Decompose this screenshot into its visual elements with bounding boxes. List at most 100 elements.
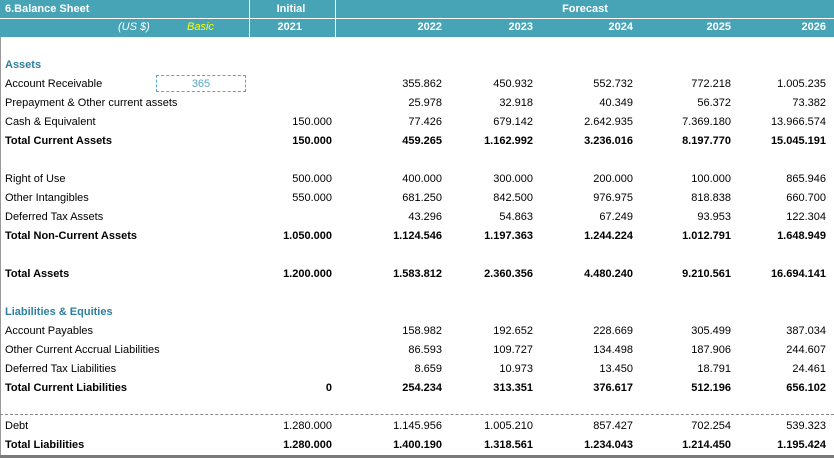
sheet-title: 6.Balance Sheet [5, 3, 90, 15]
value-cell[interactable]: 656.102 [786, 382, 826, 394]
value-cell[interactable]: 1.162.992 [484, 135, 533, 147]
value-cell[interactable]: 158.982 [402, 325, 442, 337]
value-cell[interactable]: 857.427 [593, 420, 633, 432]
value-cell[interactable]: 43.296 [408, 211, 442, 223]
assets-section-title: Assets [5, 59, 42, 71]
value-cell[interactable]: 109.727 [493, 344, 533, 356]
value-cell[interactable]: 818.838 [691, 192, 731, 204]
value-cell[interactable]: 86.593 [408, 344, 442, 356]
value-cell[interactable]: 1.214.450 [682, 439, 731, 451]
table-row-dtl: Deferred Tax Liabilities 8.659 10.973 13.45… [0, 360, 834, 379]
value-cell[interactable]: 24.461 [792, 363, 826, 375]
value-cell[interactable]: 200.000 [593, 173, 633, 185]
value-cell[interactable]: 387.034 [786, 325, 826, 337]
value-cell[interactable]: 1.195.424 [777, 439, 826, 451]
value-cell[interactable]: 3.236.016 [584, 135, 633, 147]
value-cell[interactable]: 13.966.574 [770, 116, 826, 128]
value-cell[interactable]: 228.669 [593, 325, 633, 337]
value-cell[interactable]: 1.583.812 [393, 268, 442, 280]
value-cell[interactable]: 1.280.000 [283, 420, 332, 432]
row-label: Deferred Tax Liabilities [5, 363, 117, 375]
value-cell[interactable]: 192.652 [493, 325, 533, 337]
value-cell[interactable]: 150.000 [292, 116, 332, 128]
value-cell[interactable]: 539.323 [786, 420, 826, 432]
value-cell[interactable]: 187.906 [691, 344, 731, 356]
value-cell[interactable]: 1.197.363 [484, 230, 533, 242]
value-cell[interactable]: 1.200.000 [283, 268, 332, 280]
value-cell[interactable]: 122.304 [786, 211, 826, 223]
value-cell[interactable]: 93.953 [697, 211, 731, 223]
value-cell[interactable]: 1.124.546 [393, 230, 442, 242]
value-cell[interactable]: 7.369.180 [682, 116, 731, 128]
value-cell[interactable]: 254.234 [402, 382, 442, 394]
value-cell[interactable]: 32.918 [499, 97, 533, 109]
value-cell[interactable]: 1.050.000 [283, 230, 332, 242]
value-cell[interactable]: 1.012.791 [682, 230, 731, 242]
value-cell[interactable]: 73.382 [792, 97, 826, 109]
row-label: Total Assets [5, 268, 70, 280]
value-cell[interactable]: 150.000 [292, 135, 332, 147]
value-cell[interactable]: 313.351 [493, 382, 533, 394]
value-cell[interactable]: 660.700 [786, 192, 826, 204]
value-cell[interactable]: 18.791 [697, 363, 731, 375]
value-cell[interactable]: 842.500 [493, 192, 533, 204]
dso-input-cell[interactable]: 365 [156, 75, 246, 92]
value-cell[interactable]: 500.000 [292, 173, 332, 185]
value-cell[interactable]: 100.000 [691, 173, 731, 185]
value-cell[interactable]: 550.000 [292, 192, 332, 204]
value-cell[interactable]: 1.280.000 [283, 439, 332, 451]
value-cell[interactable]: 9.210.561 [682, 268, 731, 280]
value-cell[interactable]: 4.480.240 [584, 268, 633, 280]
value-cell[interactable]: 679.142 [493, 116, 533, 128]
value-cell[interactable]: 400.000 [402, 173, 442, 185]
table-row-tnca: Total Non-Current Assets 1.050.000 1.124.5… [0, 227, 834, 246]
table-row-debt: Debt 1.280.000 1.145.956 1.005.210 857.427 70… [0, 417, 834, 436]
value-cell[interactable]: 355.862 [402, 78, 442, 90]
value-cell[interactable]: 16.694.141 [770, 268, 826, 280]
value-cell[interactable]: 1.145.956 [393, 420, 442, 432]
table-row-dta: Deferred Tax Assets 43.296 54.863 67.249 93.… [0, 208, 834, 227]
value-cell[interactable]: 702.254 [691, 420, 731, 432]
value-cell[interactable]: 1.005.235 [777, 78, 826, 90]
value-cell[interactable]: 552.732 [593, 78, 633, 90]
value-cell[interactable]: 300.000 [493, 173, 533, 185]
value-cell[interactable]: 772.218 [691, 78, 731, 90]
value-cell[interactable]: 2.360.356 [484, 268, 533, 280]
value-cell[interactable]: 0 [325, 382, 332, 394]
value-cell[interactable]: 512.196 [691, 382, 731, 394]
value-cell[interactable]: 67.249 [599, 211, 633, 223]
value-cell[interactable]: 1.648.949 [777, 230, 826, 242]
value-cell[interactable]: 976.975 [593, 192, 633, 204]
bottom-border [0, 455, 834, 458]
value-cell[interactable]: 1.400.190 [393, 439, 442, 451]
value-cell[interactable]: 13.450 [599, 363, 633, 375]
value-cell[interactable]: 10.973 [499, 363, 533, 375]
value-cell[interactable]: 25.978 [408, 97, 442, 109]
value-cell[interactable]: 459.265 [402, 135, 442, 147]
table-row-oca: Other Current Accrual Liabilities 86.593 1… [0, 341, 834, 360]
scenario-label[interactable]: Basic [187, 21, 214, 33]
value-cell[interactable]: 1.005.210 [484, 420, 533, 432]
value-cell[interactable]: 8.197.770 [682, 135, 731, 147]
value-cell[interactable]: 54.863 [499, 211, 533, 223]
value-cell[interactable]: 8.659 [414, 363, 442, 375]
value-cell[interactable]: 56.372 [697, 97, 731, 109]
value-cell[interactable]: 305.499 [691, 325, 731, 337]
value-cell[interactable]: 1.318.561 [484, 439, 533, 451]
value-cell[interactable]: 134.498 [593, 344, 633, 356]
value-cell[interactable]: 865.946 [786, 173, 826, 185]
currency-label: (US $) [118, 21, 150, 33]
value-cell[interactable]: 77.426 [408, 116, 442, 128]
value-cell[interactable]: 376.617 [593, 382, 633, 394]
value-cell[interactable]: 681.250 [402, 192, 442, 204]
value-cell[interactable]: 1.244.224 [584, 230, 633, 242]
value-cell[interactable]: 244.607 [786, 344, 826, 356]
assets-section-row: Assets [0, 56, 834, 75]
table-row-tcl: Total Current Liabilities 0 254.234 313.351… [0, 379, 834, 398]
value-cell[interactable]: 2.642.935 [584, 116, 633, 128]
value-cell[interactable]: 40.349 [599, 97, 633, 109]
value-cell[interactable]: 1.234.043 [584, 439, 633, 451]
value-cell[interactable]: 15.045.191 [770, 135, 826, 147]
sheet-header: 6.Balance Sheet (US $) Basic Initial For… [0, 0, 834, 37]
value-cell[interactable]: 450.932 [493, 78, 533, 90]
